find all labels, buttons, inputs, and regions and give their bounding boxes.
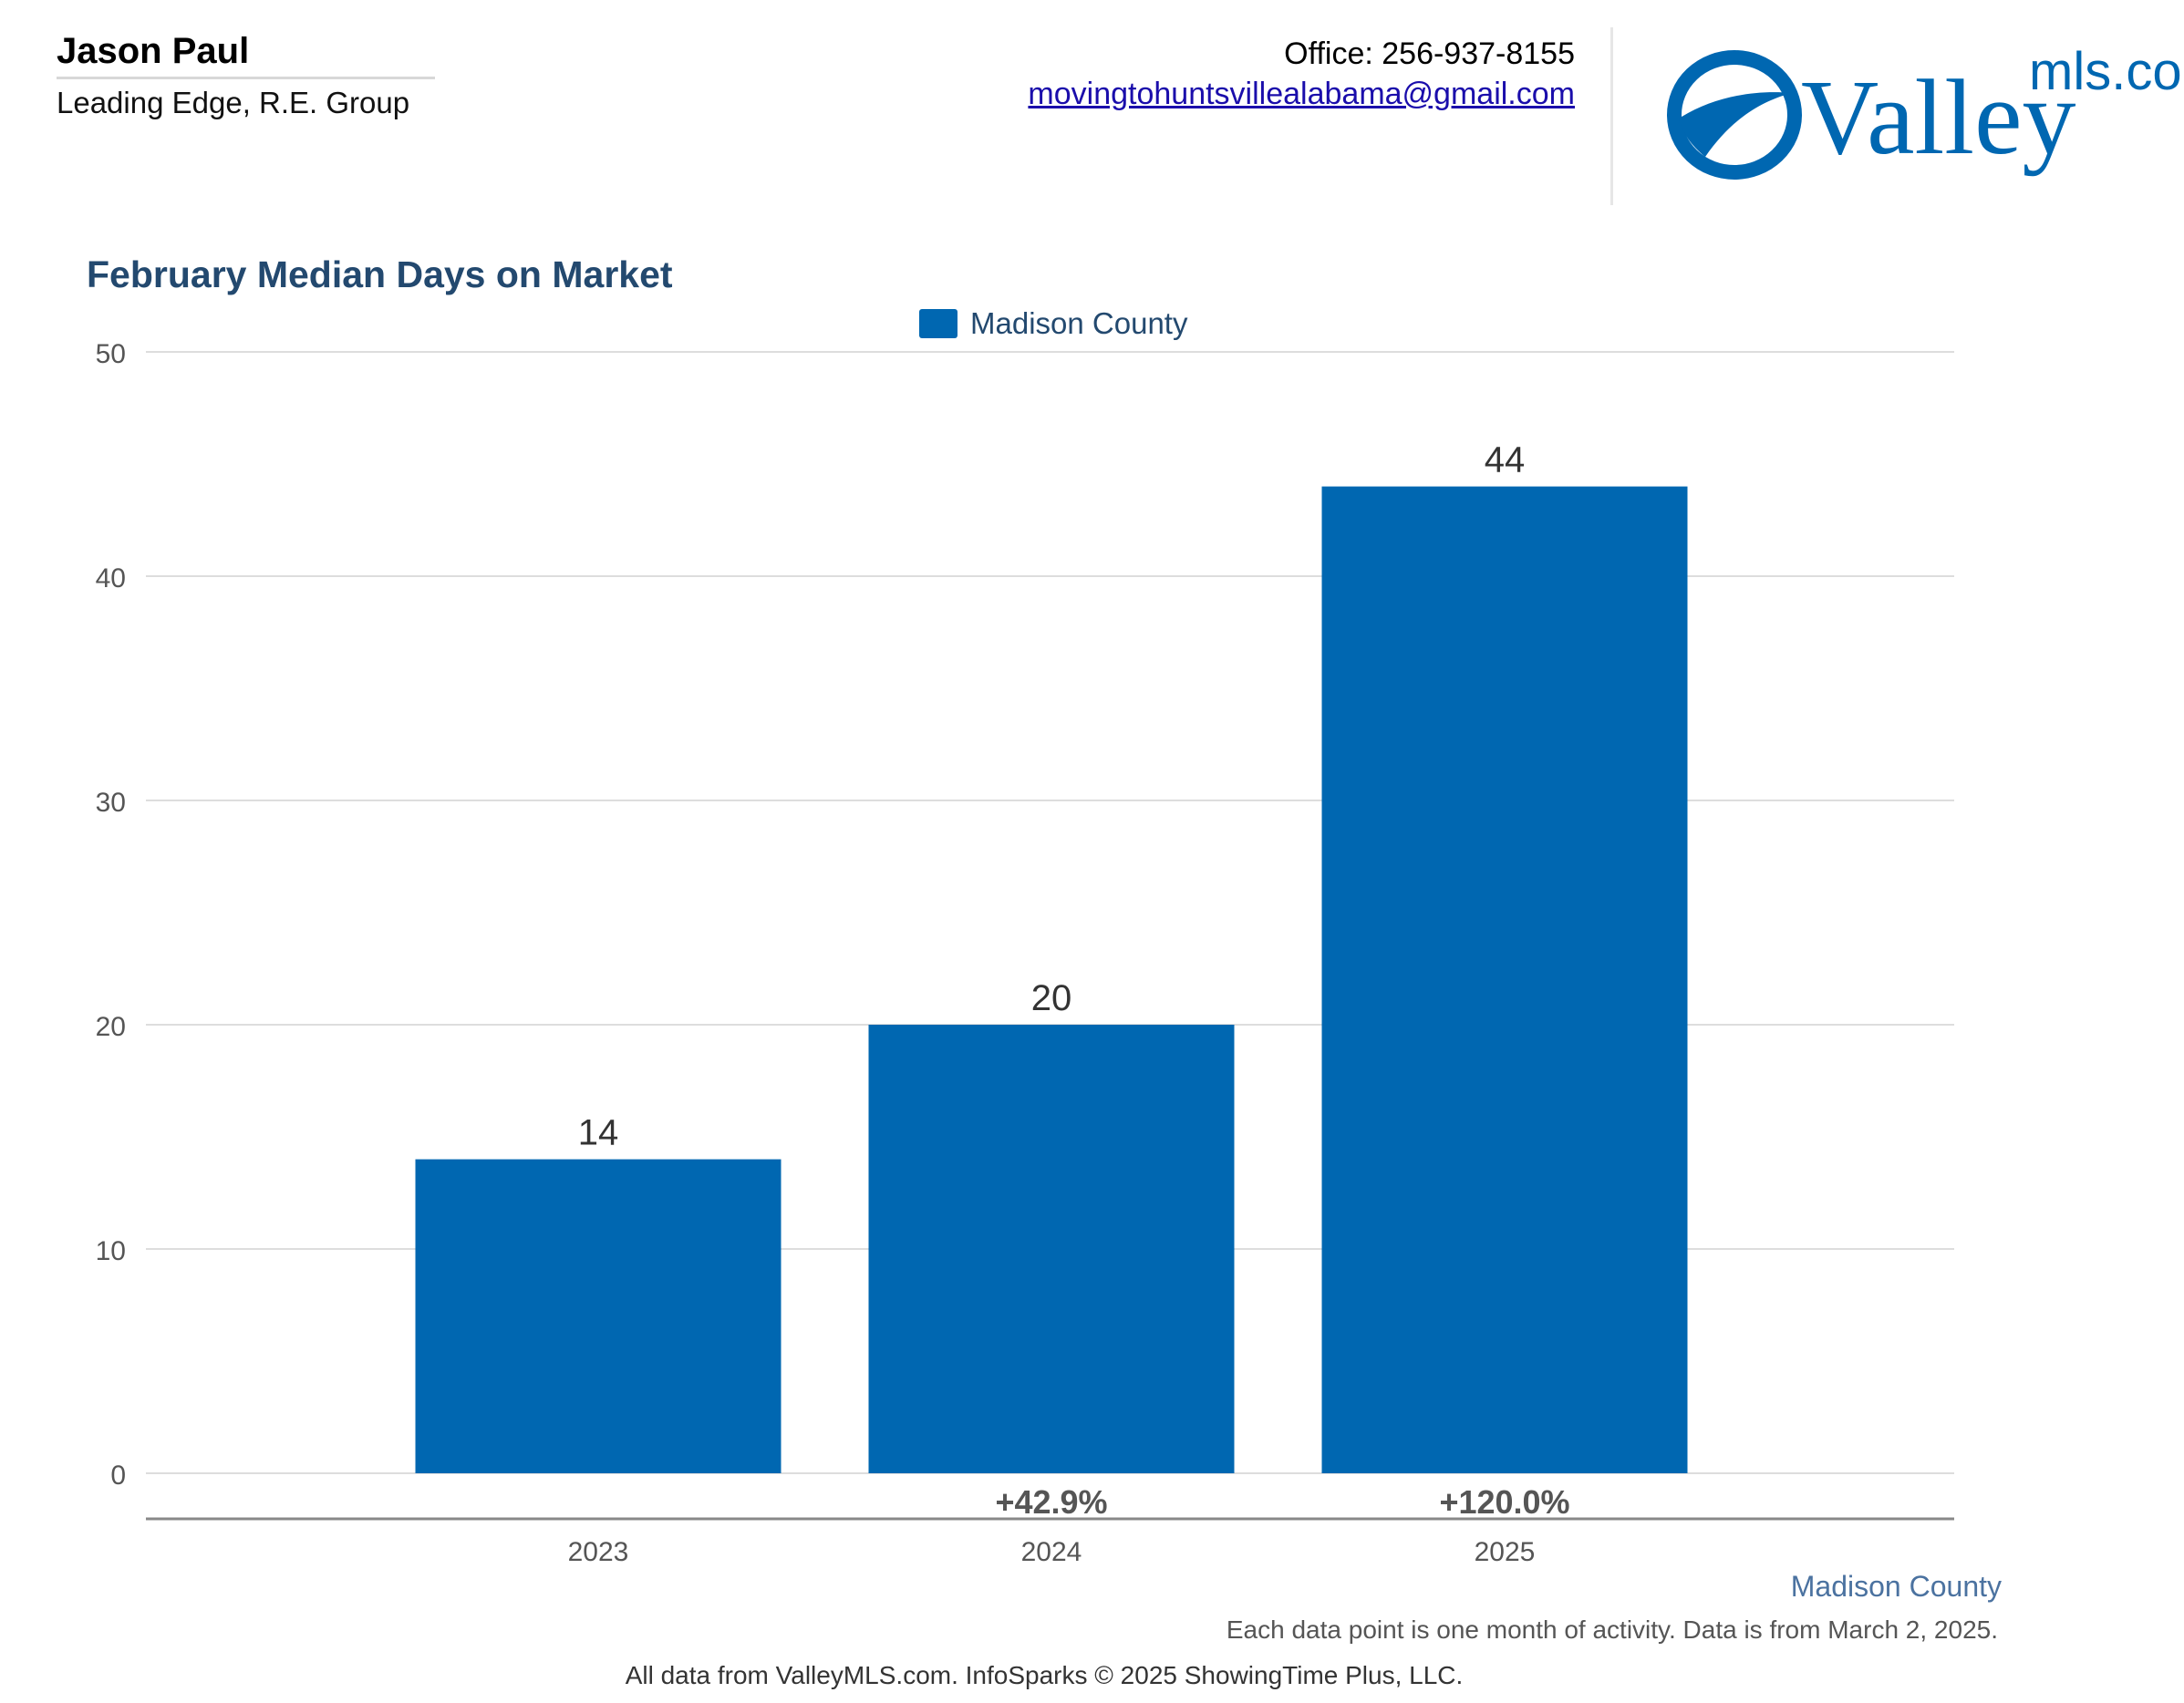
agent-company: Leading Edge, R.E. Group <box>57 86 410 119</box>
y-tick-label: 10 <box>96 1236 126 1266</box>
y-tick-label: 40 <box>96 563 126 593</box>
y-tick-label: 0 <box>110 1460 126 1491</box>
agent-name: Jason Paul <box>57 31 250 71</box>
bar[interactable] <box>415 1159 781 1473</box>
logo-domain: mls.com <box>2029 42 2184 101</box>
header-rule <box>57 77 435 79</box>
bar[interactable] <box>1321 486 1688 1473</box>
x-tick-label: 2025 <box>1475 1537 1536 1567</box>
logo-wordmark: Valley <box>1801 57 2075 177</box>
x-tick-label: 2023 <box>568 1537 629 1567</box>
bar-value-label: 14 <box>578 1113 619 1153</box>
x-tick-label: 2024 <box>1021 1537 1082 1567</box>
bar-value-label: 44 <box>1485 440 1526 480</box>
y-tick-label: 30 <box>96 788 126 818</box>
logo-emblem-icon <box>1667 50 1802 180</box>
footer-note: Each data point is one month of activity… <box>1226 1615 1998 1644</box>
bar[interactable] <box>868 1025 1235 1473</box>
change-label: +42.9% <box>995 1483 1107 1521</box>
valleymls-logo[interactable]: Valley mls.com <box>1655 36 2184 191</box>
y-tick-label: 50 <box>96 339 126 369</box>
change-label: +120.0% <box>1439 1483 1569 1521</box>
y-tick-label: 20 <box>96 1012 126 1042</box>
legend-swatch <box>919 309 957 338</box>
email-link[interactable]: movingtohuntsvillealabama@gmail.com <box>1028 77 1575 111</box>
bar-value-label: 20 <box>1031 978 1072 1018</box>
footer-series-label: Madison County <box>1790 1570 2002 1603</box>
office-phone: Office: 256-937-8155 <box>1284 36 1575 71</box>
header-divider <box>1610 27 1613 205</box>
legend-label: Madison County <box>970 306 1188 340</box>
chart-legend[interactable]: Madison County <box>919 304 1187 344</box>
footer-credit: All data from ValleyMLS.com. InfoSparks … <box>625 1661 1464 1689</box>
chart-title: February Median Days on Market <box>87 253 673 295</box>
